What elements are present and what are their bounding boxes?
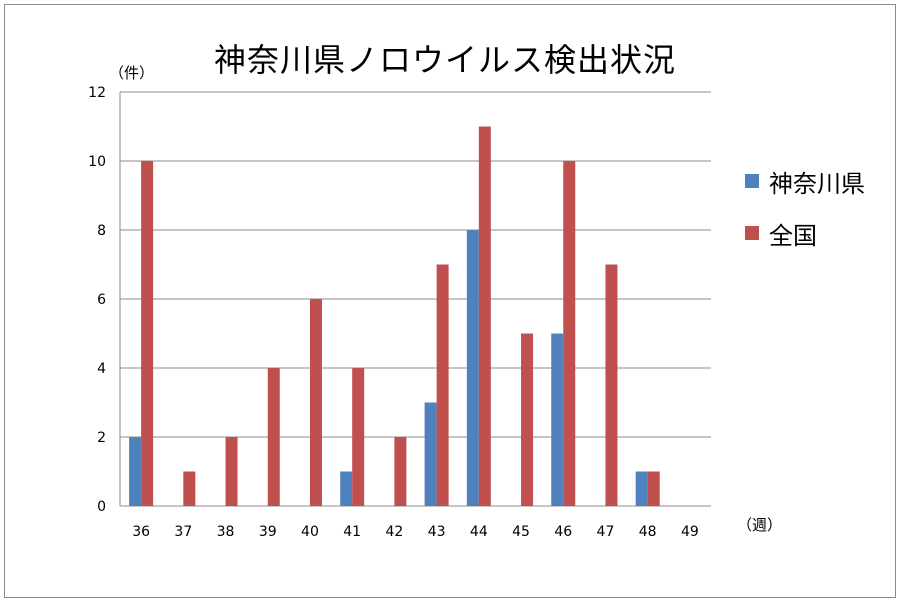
x-tick-label: 48: [639, 524, 657, 540]
bar-series-2: [563, 161, 576, 506]
gridlines: [119, 91, 711, 507]
bar-series-2: [521, 333, 534, 506]
legend-item-series-1: 神奈川県: [745, 155, 865, 207]
x-tick-label: 38: [217, 524, 235, 540]
y-tick-label: 0: [97, 499, 106, 515]
bar-series-1: [129, 437, 142, 506]
x-tick-label: 41: [343, 524, 361, 540]
y-tick-label: 12: [88, 85, 106, 101]
bar-series-2: [267, 368, 280, 506]
legend-label: 全国: [769, 221, 817, 250]
x-tick-label: 40: [301, 524, 319, 540]
bar-series-2: [394, 437, 407, 506]
x-tick-label: 47: [597, 524, 615, 540]
bar-series-1: [424, 402, 437, 506]
bar-series-2: [436, 264, 449, 506]
y-axis-ticks: 0 2 4 6 8 10 12: [88, 85, 106, 515]
y-tick-label: 6: [97, 292, 106, 308]
chart-title: 神奈川県ノロウイルス検出状況: [213, 41, 676, 79]
bar-series-2: [141, 161, 154, 506]
bar-series-2: [225, 437, 238, 506]
x-tick-label: 44: [470, 524, 488, 540]
legend-item-series-2: 全国: [745, 207, 865, 259]
bar-series-2: [309, 299, 322, 506]
legend: 神奈川県 全国: [745, 155, 865, 259]
y-tick-label: 4: [97, 361, 106, 377]
y-tick-label: 10: [88, 154, 106, 170]
x-axis-ticks: 36 37 38 39 40 41 42 43 44 45 46 47 48 49: [132, 524, 699, 540]
x-tick-label: 36: [132, 524, 150, 540]
legend-swatch: [745, 226, 759, 240]
x-tick-label: 43: [428, 524, 446, 540]
y-axis-label: （件）: [109, 64, 154, 82]
x-axis-label: （週）: [737, 516, 782, 534]
legend-label: 神奈川県: [769, 169, 865, 198]
chart-frame: 神奈川県ノロウイルス検出状況 0 2 4 6 8 10 12 36 37 38 39 40 41 42 4…: [4, 4, 896, 598]
y-tick-label: 8: [97, 223, 106, 239]
bar-series-2: [478, 126, 491, 506]
bar-series-1: [340, 471, 353, 506]
bar-series-1: [635, 471, 648, 506]
bar-series-2: [605, 264, 618, 506]
bar-series-1: [466, 230, 479, 506]
bar-series-2: [647, 471, 660, 506]
bar-series-2: [183, 471, 196, 506]
x-tick-label: 42: [385, 524, 403, 540]
x-tick-label: 49: [681, 524, 699, 540]
x-tick-label: 46: [554, 524, 572, 540]
bar-series-2: [352, 368, 365, 506]
y-tick-label: 2: [97, 430, 106, 446]
x-tick-label: 37: [174, 524, 192, 540]
bar-series-1: [551, 333, 564, 506]
x-tick-label: 39: [259, 524, 277, 540]
bars: [129, 126, 660, 506]
legend-swatch: [745, 174, 759, 188]
x-tick-label: 45: [512, 524, 530, 540]
